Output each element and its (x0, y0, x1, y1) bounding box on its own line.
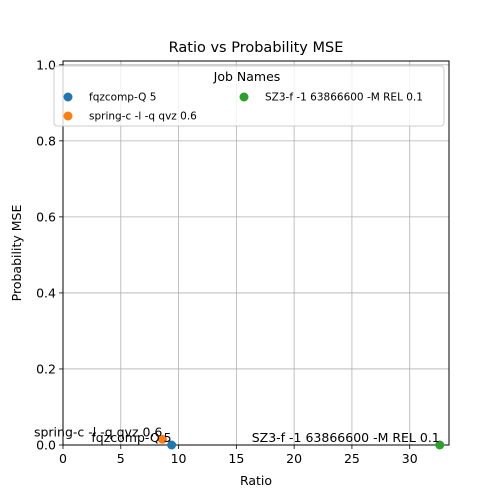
x-tick-label: 0 (59, 451, 67, 466)
legend-marker (63, 92, 73, 102)
y-tick-label: 0.0 (36, 438, 56, 453)
x-tick-label: 10 (171, 451, 187, 466)
y-tick-label: 0.2 (36, 361, 56, 376)
x-tick-label: 15 (228, 451, 244, 466)
legend-entry-label: SZ3-f -1 63866600 -M REL 0.1 (265, 92, 423, 104)
y-axis-label: Probability MSE (9, 205, 24, 302)
point-annotation: SZ3-f -1 63866600 -M REL 0.1 (252, 430, 440, 445)
legend-title: Job Names (213, 69, 281, 84)
legend-entry-label: spring-c -l -q qvz 0.6 (89, 111, 197, 123)
data-points (157, 434, 445, 450)
legend-marker (239, 92, 249, 102)
legend-marker (63, 111, 73, 121)
plot-frame (62, 60, 450, 446)
y-tick-label: 0.6 (36, 209, 56, 224)
legend-box (53, 65, 445, 127)
point-annotation: fqzcomp-Q 5 (91, 430, 171, 445)
y-tick-label: 0.8 (36, 133, 56, 148)
x-tick-label: 5 (117, 451, 125, 466)
y-tick-label: 1.0 (36, 57, 56, 72)
point-annotation: spring-c -l -q qvz 0.6 (34, 424, 162, 439)
legend: Job Names fqzcomp-Q 5 spring-c -l -q qvz … (53, 65, 445, 127)
data-point (435, 440, 445, 450)
y-tick-label: 0.4 (36, 285, 56, 300)
data-point (157, 434, 167, 444)
data-point (167, 440, 177, 450)
legend-entry-label: fqzcomp-Q 5 (89, 92, 156, 104)
chart-title: Ratio vs Probability MSE (169, 40, 344, 56)
y-axis-ticks: 0.0 0.2 0.4 0.6 0.8 1.0 (36, 57, 63, 453)
x-axis-ticks: 0 5 10 15 20 25 30 (59, 445, 418, 466)
x-tick-label: 30 (402, 451, 418, 466)
x-tick-label: 20 (286, 451, 302, 466)
x-axis-label: Ratio (240, 473, 272, 488)
x-tick-label: 25 (344, 451, 360, 466)
